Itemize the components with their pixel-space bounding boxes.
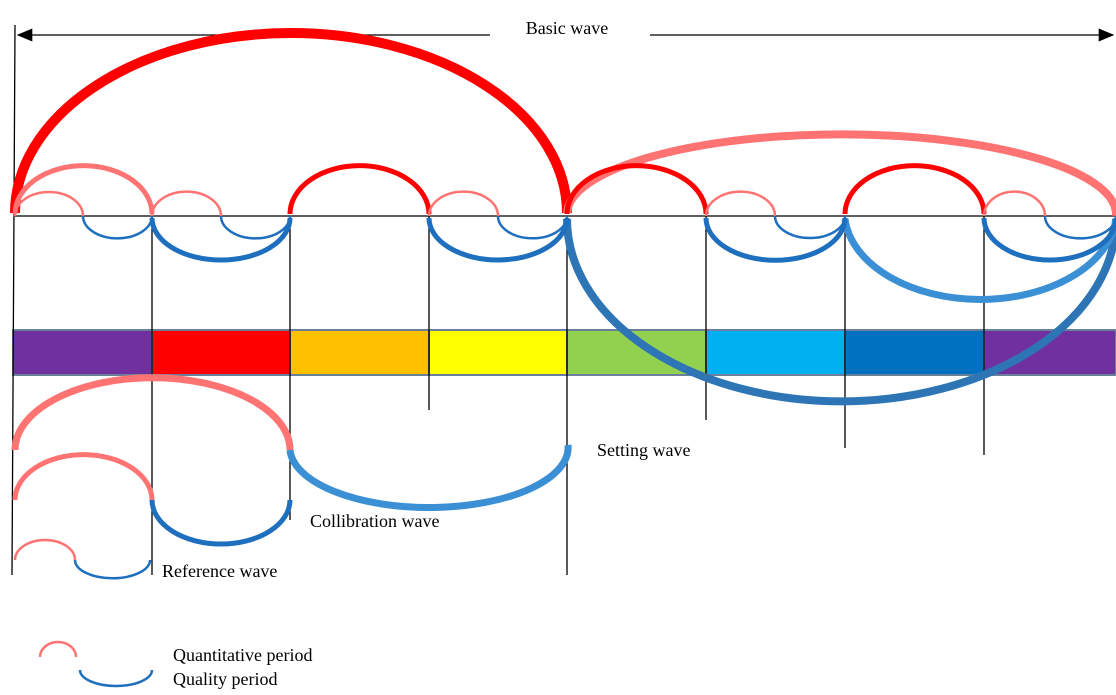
legend: Quantitative period Quality period [38, 640, 312, 689]
grid [11, 24, 1116, 576]
legend-quality: Quality period [173, 669, 277, 689]
basic-wave-label: Basic wave [526, 18, 608, 38]
setting-wave-label: Setting wave [597, 440, 690, 460]
waves [10, 28, 1116, 406]
color-bar [12, 329, 1116, 376]
legend-quantitative: Quantitative period [173, 645, 312, 665]
example-waves [11, 374, 572, 580]
reference-wave-label: Reference wave [162, 561, 277, 581]
calibration-wave-label: Collibration wave [310, 511, 439, 531]
